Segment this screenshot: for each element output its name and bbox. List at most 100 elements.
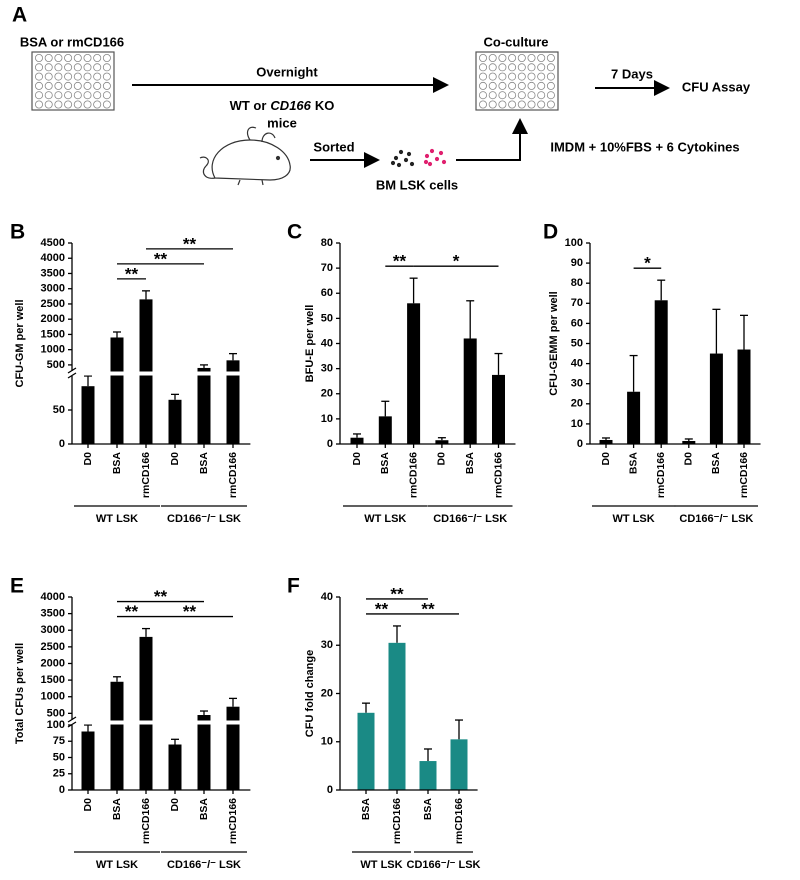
y-tick-label: 80 <box>321 237 333 249</box>
y-tick-label: 100 <box>47 719 65 731</box>
well <box>73 54 82 63</box>
bar <box>492 374 505 444</box>
bar <box>226 706 240 790</box>
well <box>64 81 73 90</box>
y-tick-label: 50 <box>571 337 583 349</box>
well <box>498 91 507 100</box>
y-tick-label: 60 <box>571 317 583 329</box>
y-tick-label: 90 <box>571 257 583 269</box>
cell <box>406 151 412 157</box>
well <box>44 100 53 109</box>
panel-label: E <box>10 575 24 598</box>
y-tick-label: 100 <box>565 237 583 249</box>
mice-label-part: CD166 <box>270 98 311 113</box>
bar <box>709 353 723 444</box>
mice-label-part: WT or <box>230 98 267 113</box>
y-tick-label: 2500 <box>41 641 65 653</box>
well <box>35 63 44 72</box>
well <box>35 100 44 109</box>
well <box>517 100 526 109</box>
well <box>517 72 526 81</box>
bar <box>463 338 477 444</box>
well <box>508 81 517 90</box>
assay-label: CFU Assay <box>682 79 751 94</box>
well <box>546 100 555 109</box>
significance-label: ** <box>375 599 389 618</box>
cell <box>403 157 409 163</box>
sorted-label: Sorted <box>313 139 354 154</box>
well <box>73 72 82 81</box>
y-tick-label: 70 <box>571 297 583 309</box>
well <box>35 54 44 63</box>
x-tick-label: D0 <box>600 452 612 466</box>
well <box>508 100 517 109</box>
bar <box>197 367 211 444</box>
well <box>537 63 546 72</box>
well <box>35 81 44 90</box>
well <box>546 91 555 100</box>
panel-a: A BSA or rmCD166 Overnight WT or CD166 KO … <box>12 4 751 193</box>
group-label: WT LSK <box>96 859 138 871</box>
y-tick-label: 20 <box>321 388 333 400</box>
well <box>44 72 53 81</box>
well <box>498 100 507 109</box>
well <box>54 100 63 109</box>
y-tick-label: 2000 <box>41 313 65 325</box>
x-tick-label: rmCD166 <box>391 798 403 844</box>
well <box>498 63 507 72</box>
axis-break-mark <box>67 367 77 374</box>
bar <box>168 744 182 790</box>
well <box>44 81 53 90</box>
y-tick-label: 3000 <box>41 624 65 636</box>
mice-label: mice <box>267 115 297 130</box>
panel-label: A <box>12 4 27 27</box>
well <box>527 63 536 72</box>
panel-label: F <box>287 575 300 598</box>
well-plate <box>475 51 559 111</box>
well <box>498 72 507 81</box>
well <box>527 54 536 63</box>
well <box>54 81 63 90</box>
y-tick-label: 0 <box>327 784 333 796</box>
y-tick-label: 50 <box>321 312 333 324</box>
group-label: WT LSK <box>364 513 406 525</box>
y-tick-label: 1000 <box>41 691 65 703</box>
axis-break-mark <box>67 716 77 723</box>
y-tick-label: 30 <box>321 639 333 651</box>
group-label: CD166⁻/⁻ LSK <box>679 513 753 525</box>
well <box>83 81 92 90</box>
well <box>488 54 497 63</box>
well <box>527 91 536 100</box>
significance-label: * <box>644 254 651 273</box>
x-tick-label: rmCD166 <box>227 452 239 498</box>
significance-label: ** <box>154 249 168 268</box>
significance-label: ** <box>390 584 404 603</box>
cell <box>409 161 415 167</box>
x-tick-label: rmCD166 <box>492 452 504 498</box>
well <box>546 63 555 72</box>
group-label: CD166⁻/⁻ LSK <box>167 513 241 525</box>
y-axis-label: Total CFUs per well <box>14 643 26 744</box>
well <box>517 91 526 100</box>
well <box>64 91 73 100</box>
bar <box>737 349 751 444</box>
well <box>546 54 555 63</box>
x-tick-label: rmCD166 <box>227 798 239 844</box>
well <box>488 72 497 81</box>
y-tick-label: 50 <box>53 404 65 416</box>
cell <box>441 159 447 165</box>
well-plate <box>31 51 115 111</box>
bar <box>110 681 124 790</box>
bar <box>226 360 240 444</box>
bar <box>81 386 95 444</box>
x-tick-label: rmCD166 <box>453 798 465 844</box>
bar <box>450 739 468 790</box>
significance-label: ** <box>125 264 139 283</box>
mice-label: WT or CD166 KO <box>230 98 335 113</box>
significance-label: ** <box>421 599 435 618</box>
group-label: WT LSK <box>613 513 655 525</box>
y-tick-label: 40 <box>321 337 333 349</box>
x-tick-label: rmCD166 <box>140 798 152 844</box>
well <box>73 81 82 90</box>
well <box>93 81 102 90</box>
